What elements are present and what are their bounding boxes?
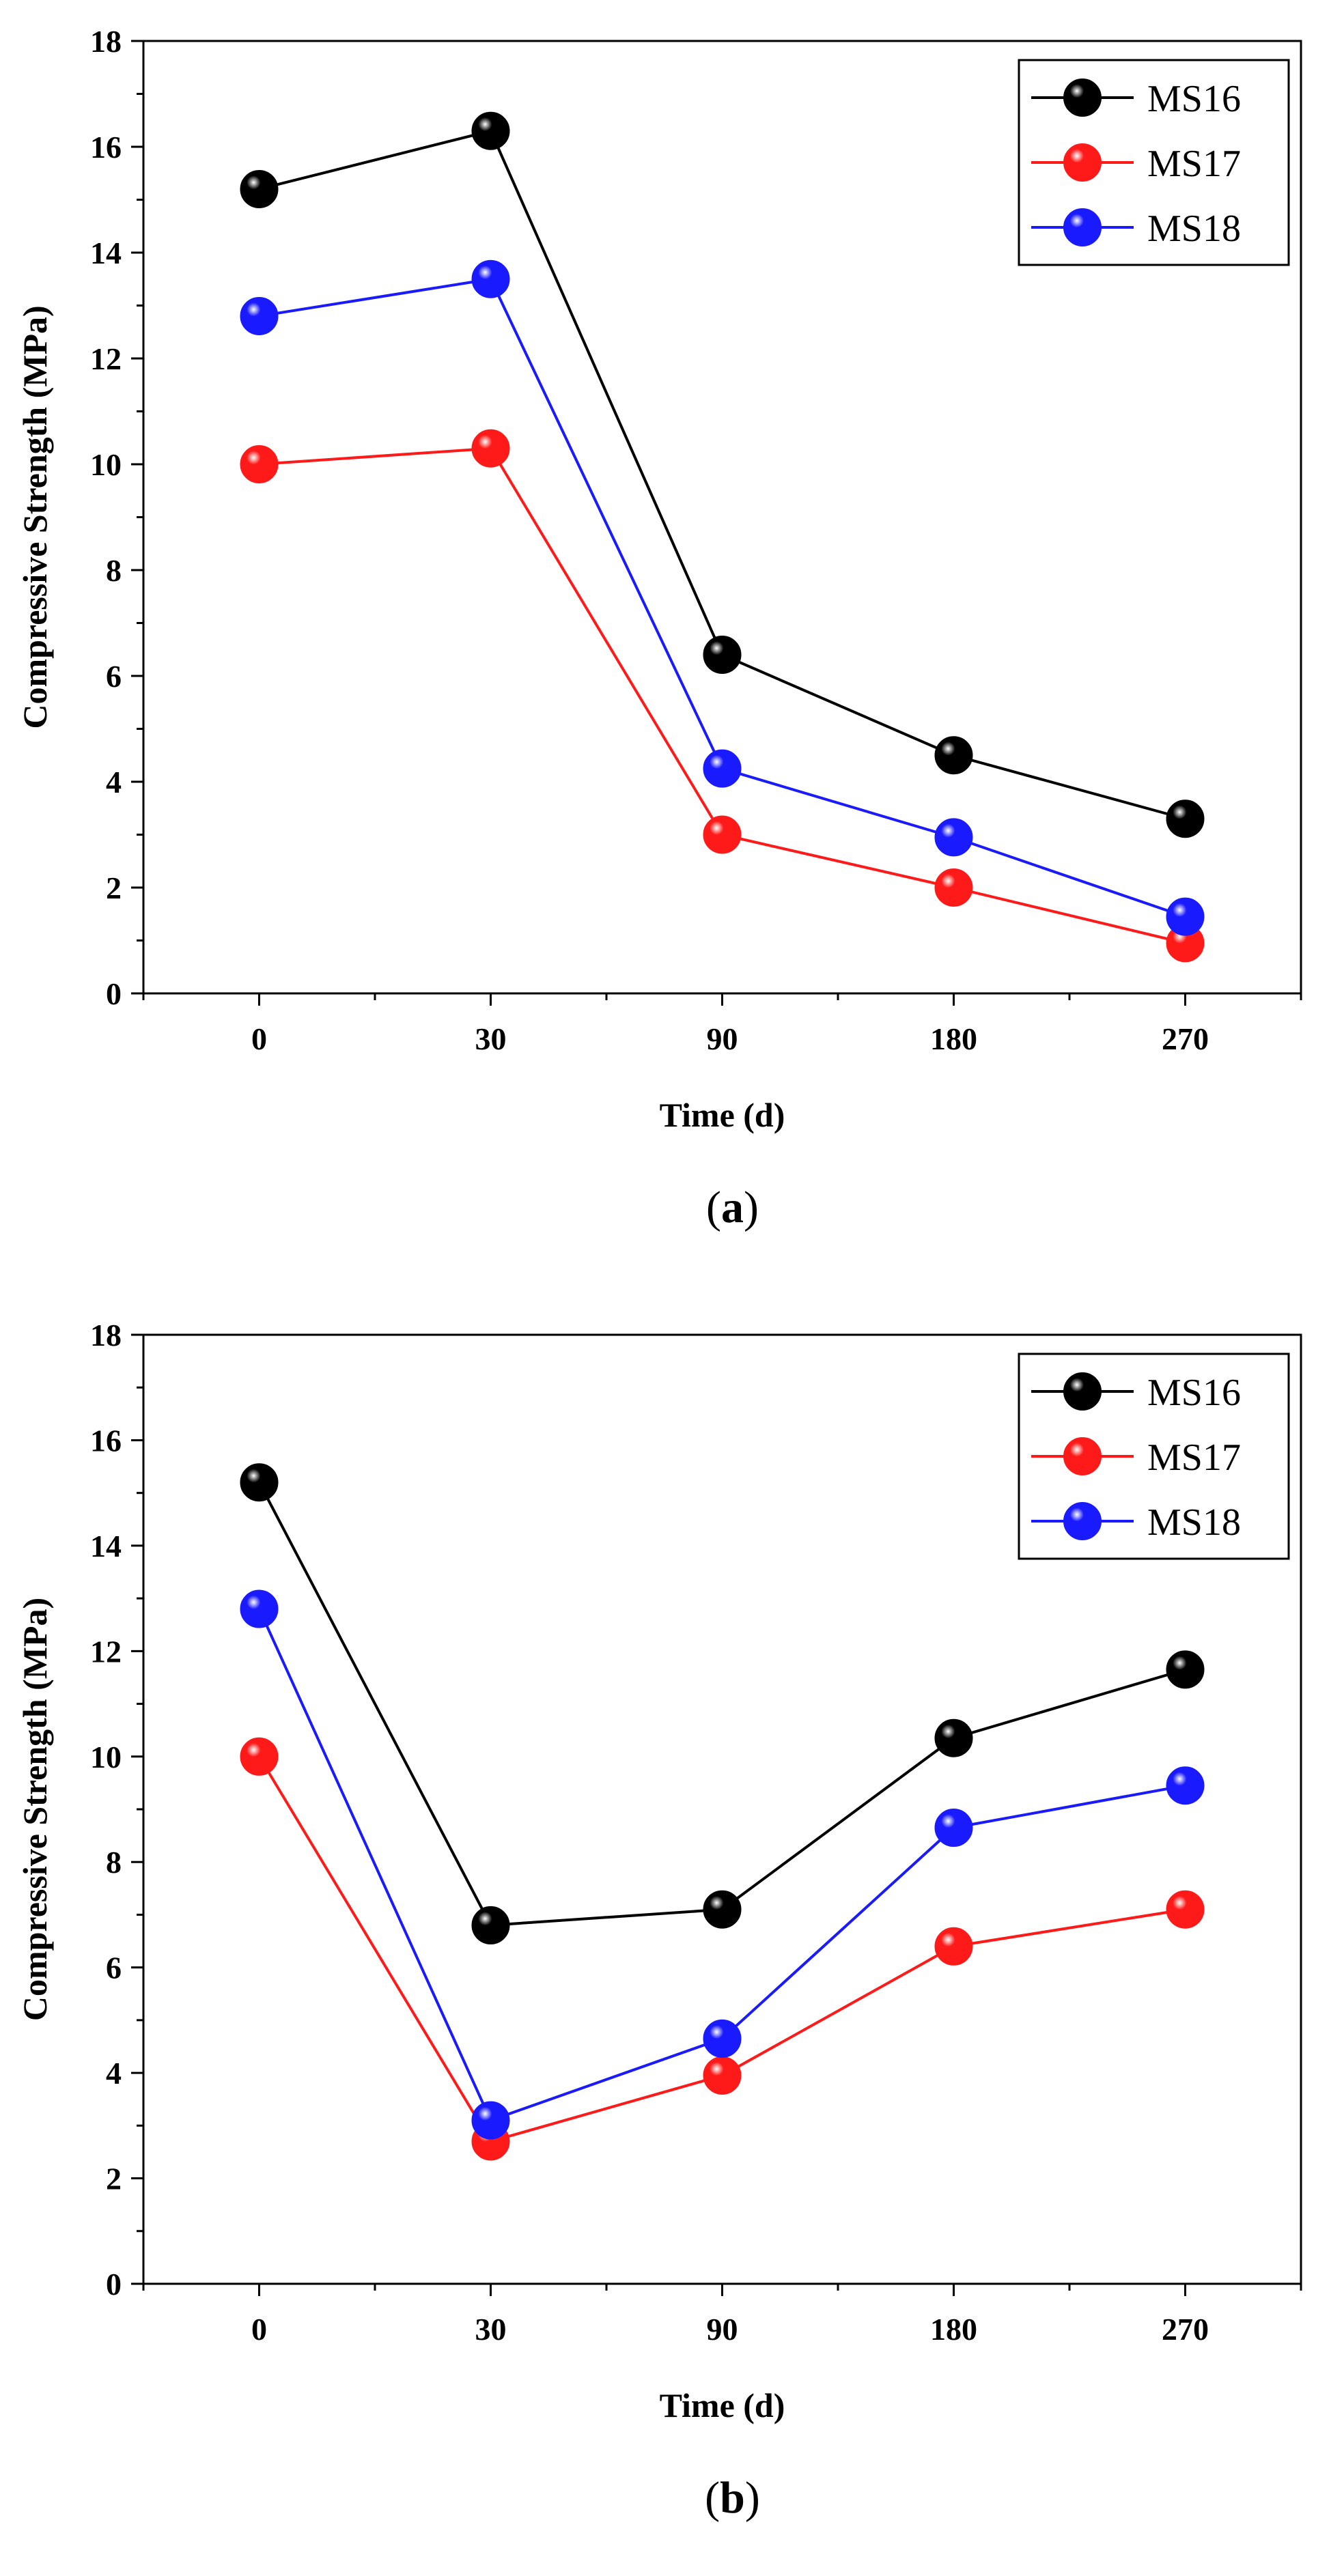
series-ms18 bbox=[240, 1589, 1205, 2140]
legend-label: MS18 bbox=[1147, 1501, 1241, 1544]
panel-label-open: ( bbox=[706, 1183, 721, 1232]
data-point bbox=[471, 111, 510, 150]
data-point bbox=[703, 2019, 742, 2058]
data-point bbox=[703, 2056, 742, 2095]
x-axis-title: Time (d) bbox=[660, 1096, 785, 1134]
data-point bbox=[240, 1589, 279, 1628]
x-tick-label: 30 bbox=[475, 1021, 507, 1056]
panel-label-open: ( bbox=[705, 2473, 720, 2523]
legend-label: MS16 bbox=[1147, 1372, 1241, 1414]
y-tick-label: 0 bbox=[106, 2267, 122, 2302]
legend-item-ms18: MS18 bbox=[1031, 1501, 1241, 1544]
x-tick-label: 180 bbox=[930, 2312, 977, 2347]
x-tick-label: 90 bbox=[707, 1021, 738, 1056]
series-ms16 bbox=[240, 1463, 1205, 1944]
panel-label-letter: b bbox=[720, 2473, 745, 2523]
x-tick-label: 0 bbox=[251, 1021, 267, 1056]
data-point bbox=[471, 429, 510, 468]
data-point bbox=[1166, 1890, 1205, 1929]
y-axis-title: Compressive Strength (MPa) bbox=[16, 1598, 54, 2021]
panel-label-close: ) bbox=[744, 1183, 759, 1232]
y-tick-label: 4 bbox=[106, 765, 122, 799]
data-point bbox=[1166, 1766, 1205, 1805]
x-tick-label: 270 bbox=[1162, 2312, 1209, 2347]
x-tick-label: 30 bbox=[475, 2312, 507, 2347]
x-tick-label: 270 bbox=[1162, 1021, 1209, 1056]
series-ms17 bbox=[240, 429, 1205, 963]
y-tick-label: 6 bbox=[106, 1951, 122, 1985]
y-tick-label: 0 bbox=[106, 976, 122, 1011]
y-tick-label: 2 bbox=[106, 2162, 122, 2196]
series-ms17 bbox=[240, 1737, 1205, 2161]
y-tick-label: 14 bbox=[90, 236, 122, 270]
data-point bbox=[240, 1463, 279, 1502]
y-tick-label: 12 bbox=[90, 341, 122, 376]
data-point bbox=[934, 736, 973, 775]
legend-item-ms18: MS18 bbox=[1031, 208, 1241, 250]
data-point bbox=[703, 749, 742, 788]
y-tick-label: 18 bbox=[90, 24, 122, 59]
data-point bbox=[240, 297, 279, 335]
legend-marker bbox=[1063, 208, 1102, 246]
x-tick-label: 0 bbox=[251, 2312, 267, 2347]
y-tick-label: 16 bbox=[90, 1423, 122, 1458]
data-point bbox=[934, 1927, 973, 1966]
data-point bbox=[1166, 897, 1205, 936]
x-tick-label: 180 bbox=[930, 1021, 977, 1056]
legend-marker bbox=[1063, 143, 1102, 182]
y-tick-label: 14 bbox=[90, 1529, 122, 1563]
data-point bbox=[1166, 1650, 1205, 1689]
data-point bbox=[934, 818, 973, 857]
legend: MS16 MS17 MS18 bbox=[1018, 59, 1290, 266]
legend-label: MS16 bbox=[1147, 78, 1241, 120]
data-point bbox=[703, 1890, 742, 1929]
legend-marker bbox=[1063, 1372, 1102, 1411]
legend-marker bbox=[1063, 79, 1102, 117]
data-point bbox=[934, 1718, 973, 1757]
data-point bbox=[703, 815, 742, 854]
y-tick-label: 10 bbox=[90, 1740, 122, 1774]
legend-marker bbox=[1063, 1437, 1102, 1475]
panel-label-letter: a bbox=[721, 1183, 744, 1232]
legend-label: MS18 bbox=[1147, 208, 1241, 250]
panel-label: (a) bbox=[706, 1183, 759, 1232]
y-tick-label: 2 bbox=[106, 871, 122, 905]
legend-marker bbox=[1063, 1502, 1102, 1540]
x-axis-title: Time (d) bbox=[660, 2386, 785, 2424]
data-point bbox=[240, 170, 279, 208]
y-tick-label: 8 bbox=[106, 553, 122, 588]
legend-item-ms17: MS17 bbox=[1031, 143, 1241, 185]
series-ms16 bbox=[240, 111, 1205, 838]
data-point bbox=[471, 2101, 510, 2140]
data-point bbox=[240, 1737, 279, 1776]
x-tick-label: 90 bbox=[707, 2312, 738, 2347]
series-ms18 bbox=[240, 259, 1205, 936]
panel-label: (b) bbox=[705, 2473, 760, 2523]
y-tick-label: 18 bbox=[90, 1318, 122, 1353]
y-tick-label: 6 bbox=[106, 659, 122, 694]
legend-item-ms16: MS16 bbox=[1031, 78, 1241, 120]
y-axis-title: Compressive Strength (MPa) bbox=[16, 305, 54, 728]
data-point bbox=[1166, 799, 1205, 838]
legend-label: MS17 bbox=[1147, 1436, 1241, 1479]
legend-label: MS17 bbox=[1147, 143, 1241, 185]
data-point bbox=[471, 1906, 510, 1944]
legend-item-ms16: MS16 bbox=[1031, 1372, 1241, 1414]
data-point bbox=[703, 636, 742, 674]
legend: MS16 MS17 MS18 bbox=[1018, 1353, 1290, 1560]
y-tick-label: 8 bbox=[106, 1845, 122, 1880]
data-point bbox=[934, 1809, 973, 1848]
y-tick-label: 16 bbox=[90, 130, 122, 165]
y-tick-label: 12 bbox=[90, 1634, 122, 1669]
y-tick-label: 10 bbox=[90, 447, 122, 482]
data-point bbox=[240, 445, 279, 483]
data-point bbox=[934, 868, 973, 907]
data-point bbox=[471, 259, 510, 298]
panel-label-close: ) bbox=[745, 2473, 760, 2523]
legend-item-ms17: MS17 bbox=[1031, 1436, 1241, 1479]
y-tick-label: 4 bbox=[106, 2056, 122, 2091]
